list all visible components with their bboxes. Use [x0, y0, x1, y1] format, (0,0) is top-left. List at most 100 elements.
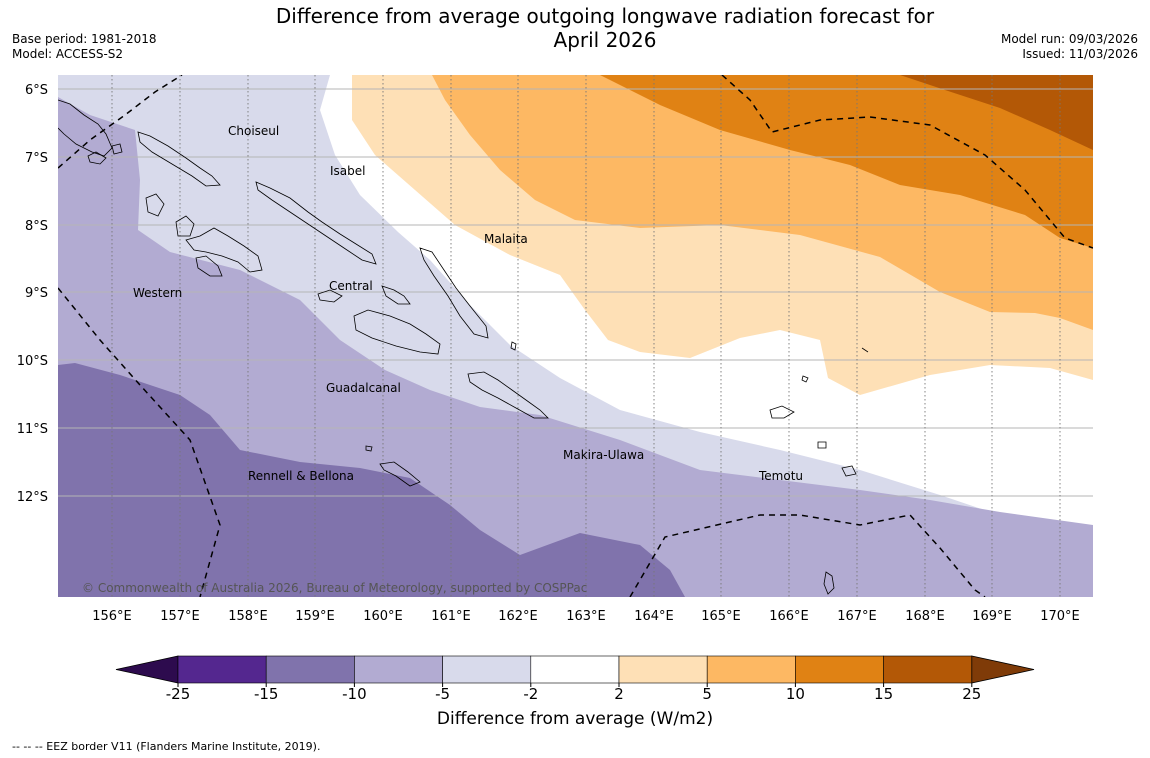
coast-florida-islands	[317, 289, 343, 303]
colorbar-tick-label: 10	[786, 685, 805, 703]
coast-bellona	[365, 445, 373, 452]
latitude-labels: 6°S 7°S 8°S 9°S 10°S 11°S 12°S	[17, 83, 48, 505]
label-malaita: Malaita	[484, 232, 528, 246]
coast-rendova	[195, 255, 223, 277]
coast-tikopia	[823, 571, 835, 595]
lon-label: 169°E	[972, 609, 1012, 624]
colorbar-segment	[530, 655, 620, 684]
coast-rennell	[379, 461, 421, 487]
model-name: Model: ACCESS-S2	[12, 47, 124, 61]
colorbar-tick-label: 5	[702, 685, 712, 703]
lat-label: 12°S	[17, 490, 48, 505]
colorbar-segment	[354, 655, 443, 684]
coast-choiseul	[137, 131, 221, 187]
lat-label: 9°S	[25, 286, 48, 301]
colorbar-tick-label: 25	[962, 685, 981, 703]
colorbar-segment	[442, 655, 532, 684]
label-central: Central	[329, 279, 373, 293]
colorbar-tick-label: -2	[523, 685, 538, 703]
lon-label: 167°E	[837, 609, 877, 624]
label-guadalcanal: Guadalcanal	[326, 381, 401, 395]
lon-label: 159°E	[295, 609, 335, 624]
title-line-2: April 2026	[553, 28, 657, 52]
colorbar	[115, 655, 1035, 684]
lon-label: 161°E	[431, 609, 471, 624]
coast-utupua	[817, 441, 827, 449]
colorbar-segment	[177, 655, 267, 684]
colorbar-extend-max	[971, 655, 1035, 684]
lon-label: 165°E	[701, 609, 741, 624]
coast-makira	[467, 371, 549, 419]
lon-label: 163°E	[566, 609, 606, 624]
coast-duff-islands	[801, 375, 809, 383]
coast-reef-islands	[861, 347, 869, 353]
coast-vella-lavella	[145, 193, 165, 217]
colorbar-extend-min	[115, 655, 179, 684]
meta-right: Model run: 09/03/2026 Issued: 11/03/2026	[1001, 32, 1138, 62]
lat-label: 7°S	[25, 151, 48, 166]
coast-isabel	[255, 181, 377, 265]
colorbar-segment	[706, 655, 796, 684]
colorbar-tick-label: -10	[342, 685, 367, 703]
coast-new-georgia	[185, 227, 263, 273]
lon-label: 170°E	[1040, 609, 1080, 624]
band-15-25	[900, 75, 1093, 150]
coast-malaita	[419, 247, 489, 339]
coast-vanikoro	[841, 465, 857, 477]
colorbar-tick-label: 15	[874, 685, 893, 703]
graticule	[58, 75, 1093, 597]
label-temotu: Temotu	[758, 469, 803, 483]
lon-label: 160°E	[363, 609, 403, 624]
longitude-labels: 156°E 157°E 158°E 159°E 160°E 161°E 162°E 163°E…	[92, 609, 1080, 624]
colorbar-segment	[618, 655, 708, 684]
meta-left: Base period: 1981-2018 Model: ACCESS-S2	[12, 32, 157, 62]
eez-border-north-east	[721, 75, 1093, 249]
lat-label: 6°S	[25, 83, 48, 98]
lat-label: 10°S	[17, 354, 48, 369]
coast-bougainville-south	[87, 151, 107, 165]
colorbar-tick-label: 2	[614, 685, 624, 703]
base-period: Base period: 1981-2018	[12, 32, 157, 46]
label-western: Western	[133, 286, 182, 300]
lon-label: 168°E	[905, 609, 945, 624]
copyright-text: © Commonwealth of Australia 2026, Bureau…	[82, 581, 587, 595]
colorbar-tick-label: -5	[435, 685, 450, 703]
coast-santa-cruz	[769, 405, 795, 419]
lat-label: 11°S	[17, 422, 48, 437]
issued-date: Issued: 11/03/2026	[1022, 47, 1138, 61]
colorbar-tick-label: -15	[254, 685, 279, 703]
lat-label: 8°S	[25, 219, 48, 234]
lon-label: 157°E	[160, 609, 200, 624]
label-choiseul: Choiseul	[228, 124, 279, 138]
title-line-1: Difference from average outgoing longwav…	[275, 4, 935, 28]
colorbar-tick-labels: -25 -15 -10 -5 -2 2 5 10 15 25	[166, 683, 981, 703]
colorbar-title: Difference from average (W/m2)	[436, 709, 714, 729]
coastlines	[58, 99, 869, 595]
coast-small-malaita	[510, 341, 517, 351]
eez-border-west	[58, 287, 221, 597]
label-makira-ulawa: Makira-Ulawa	[563, 448, 644, 462]
colorbar-segment	[795, 655, 884, 684]
model-run: Model run: 09/03/2026	[1000, 32, 1138, 46]
lon-label: 156°E	[92, 609, 132, 624]
chart-title: Difference from average outgoing longwav…	[200, 4, 1010, 52]
coast-shortland	[111, 143, 123, 155]
label-isabel: Isabel	[330, 164, 365, 178]
band-minus15-minus10	[58, 363, 685, 597]
forecast-map: Choiseul Isabel Malaita Central Western …	[58, 75, 1093, 597]
eez-border-north-west	[58, 75, 183, 169]
region-labels: Choiseul Isabel Malaita Central Western …	[133, 124, 803, 483]
label-rennell-bellona: Rennell & Bellona	[248, 469, 354, 483]
lon-label: 164°E	[634, 609, 674, 624]
eez-border-south-east	[629, 514, 986, 597]
lon-label: 162°E	[498, 609, 538, 624]
colorbar-tick-label: -25	[166, 685, 191, 703]
colorbar-segment	[265, 655, 355, 684]
coast-guadalcanal	[353, 309, 441, 355]
eez-borders	[58, 75, 1093, 597]
coast-kolombangara	[175, 215, 195, 237]
eez-legend-note: -- -- -- EEZ border V11 (Flanders Marine…	[12, 740, 321, 753]
coast-russell-islands	[381, 285, 411, 305]
colorbar-segment	[883, 655, 973, 684]
